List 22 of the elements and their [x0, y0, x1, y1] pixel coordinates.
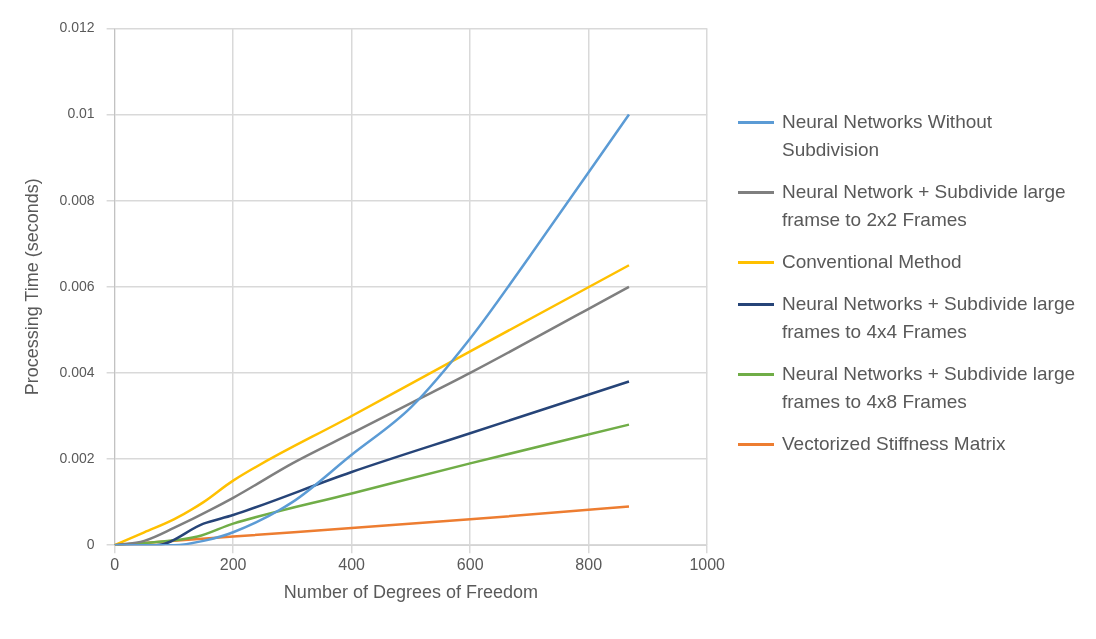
legend-label: Conventional Method [782, 250, 962, 274]
y-tick-label: 0.008 [59, 191, 95, 208]
y-tick-label: 0.002 [59, 449, 95, 466]
x-tick-label: 0 [110, 556, 120, 574]
y-axis-title: Processing Time (seconds) [21, 178, 42, 396]
y-tick-label: 0 [86, 536, 95, 553]
legend-label: Neural Networks + Subdivide large frames to 4x4 Frames [782, 292, 1077, 344]
legend-label: Neural Networks Without Subdivision [782, 110, 994, 162]
y-tick-label: 0.004 [59, 363, 95, 380]
x-tick-label: 600 [456, 556, 484, 574]
line-series [114, 113, 631, 546]
legend-label: Vectorized Stiffness Matrix [782, 432, 1006, 456]
x-tick-label: 800 [575, 556, 603, 574]
y-tick-label: 0.006 [59, 277, 95, 294]
x-tick-label: 1000 [689, 556, 726, 574]
y-tick-label: 0.01 [67, 105, 95, 122]
legend-label: Neural Networks + Subdivide large frames to 4x8 Frames [782, 362, 1077, 414]
x-axis-title: Number of Degrees of Freedom [283, 582, 538, 603]
y-tick-label: 0.012 [59, 19, 95, 36]
x-tick-label: 400 [338, 556, 366, 574]
legend-label: Neural Network + Subdivide large framse to 2x2 Frames [782, 180, 1067, 232]
x-tick-label: 200 [219, 556, 247, 574]
